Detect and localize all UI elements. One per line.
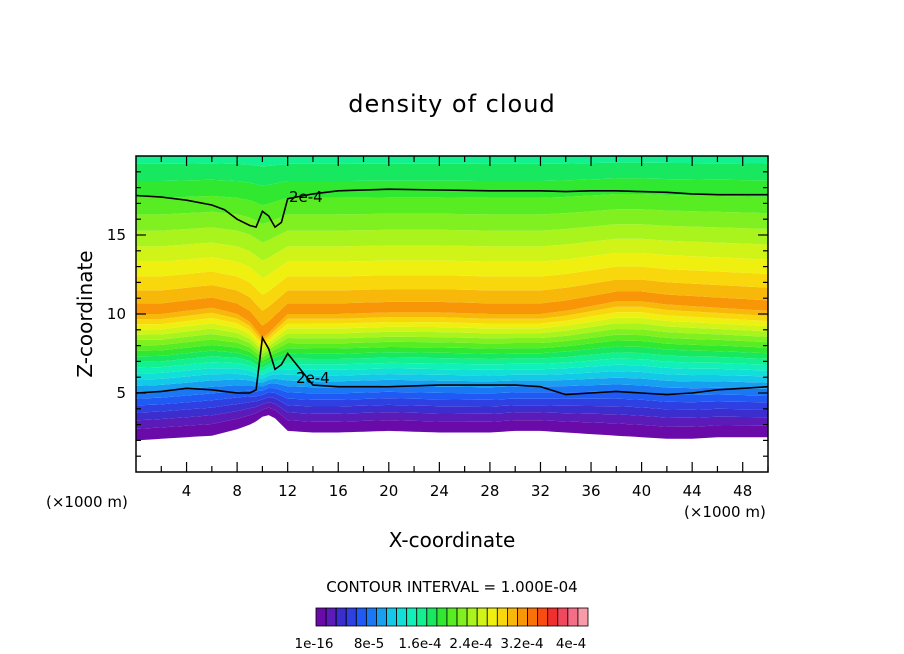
density-band-lower <box>136 346 768 368</box>
y-axis: 5 10 15 <box>107 171 768 457</box>
x-tick-label: 44 <box>683 482 702 500</box>
density-band-lower <box>136 397 768 421</box>
colorbar-swatch <box>315 607 327 627</box>
colorbar-label: 1e-16 <box>295 636 334 652</box>
x-tick-label: 12 <box>278 482 297 500</box>
x-tick-label: 16 <box>329 482 348 500</box>
x-tick-label: 4 <box>182 482 192 500</box>
colorbar-swatch <box>386 607 397 627</box>
colorbar-swatch <box>567 607 579 627</box>
x-unit-left: (×1000 m) <box>46 493 128 511</box>
x-tick-label: 32 <box>531 482 550 500</box>
density-band-upper <box>136 156 768 167</box>
density-band-lower <box>136 402 768 429</box>
density-band-lower <box>136 371 768 386</box>
colorbar-swatch <box>436 607 448 627</box>
x-tick-label: 48 <box>733 482 752 500</box>
chart-title: density of cloud <box>348 90 555 118</box>
density-band-lower <box>136 407 768 441</box>
x-tick-label: 40 <box>632 482 651 500</box>
colorbar-swatch <box>446 607 458 627</box>
y-tick-label: 10 <box>107 305 126 323</box>
colorbar <box>315 607 589 627</box>
contour-interval: CONTOUR INTERVAL = 1.000E-04 <box>326 578 577 596</box>
colorbar-swatch <box>557 607 569 627</box>
contour-line-upper <box>136 188 768 229</box>
colorbar-swatch <box>537 607 549 627</box>
colorbar-swatch <box>577 607 589 627</box>
x-unit-right: (×1000 m) <box>684 503 766 521</box>
contour-label-bottom: 2e-4 <box>296 369 330 387</box>
density-band-upper <box>136 238 768 278</box>
colorbar-label: 4e-4 <box>556 636 586 652</box>
colorbar-swatch <box>517 607 528 627</box>
density-band-upper <box>136 279 768 326</box>
colorbar-labels: 1e-16 8e-5 1.6e-4 2.4e-4 3.2e-4 4e-4 <box>295 636 587 652</box>
colorbar-label: 1.6e-4 <box>398 636 441 652</box>
y-axis-label: Z-coordinate <box>73 250 97 377</box>
density-bands <box>136 156 768 441</box>
colorbar-swatch <box>325 607 337 627</box>
y-tick-label: 5 <box>116 384 126 402</box>
density-band-upper <box>136 194 768 224</box>
x-tick-label: 8 <box>232 482 242 500</box>
colorbar-swatch <box>355 607 367 627</box>
colorbar-swatch <box>466 607 478 627</box>
colorbar-swatch <box>406 607 418 627</box>
density-band-lower <box>136 340 768 365</box>
colorbar-swatch <box>507 607 518 627</box>
density-band-lower <box>136 383 768 399</box>
colorbar-swatch <box>426 607 438 627</box>
colorbar-swatch <box>476 607 488 627</box>
colorbar-swatch <box>496 607 508 627</box>
colorbar-label: 8e-5 <box>354 636 384 652</box>
colorbar-swatch <box>416 607 428 627</box>
density-band-lower <box>136 358 768 375</box>
colorbar-swatch <box>486 607 498 627</box>
density-band-upper <box>136 209 768 243</box>
x-tick-label: 20 <box>379 482 398 500</box>
colorbar-swatch <box>547 607 559 627</box>
plot-area <box>136 156 768 472</box>
density-band-lower <box>136 364 768 380</box>
x-axis-label: X-coordinate <box>389 528 516 552</box>
contour-line-lower <box>136 335 768 396</box>
colorbar-label: 3.2e-4 <box>500 636 543 652</box>
density-band-upper <box>136 266 768 311</box>
density-band-upper <box>136 178 768 206</box>
density-band-lower <box>136 392 768 413</box>
x-axis: 4 8 12 16 20 24 28 32 36 40 44 48 <box>160 156 769 500</box>
colorbar-swatch <box>345 607 357 627</box>
density-band-upper <box>136 224 768 261</box>
colorbar-swatch <box>365 607 377 627</box>
colorbar-swatch <box>527 607 539 627</box>
density-band-lower <box>136 334 768 361</box>
colorbar-swatch <box>396 607 408 627</box>
x-tick-label: 24 <box>430 482 449 500</box>
x-tick-label: 28 <box>480 482 499 500</box>
colorbar-swatch <box>335 607 347 627</box>
y-tick-label: 15 <box>107 226 126 244</box>
contour-label-top: 2e-4 <box>289 188 323 206</box>
density-band-upper <box>136 162 768 186</box>
density-band-upper <box>136 253 768 295</box>
colorbar-swatch <box>376 607 387 627</box>
colorbar-swatch <box>456 607 468 627</box>
x-tick-label: 36 <box>581 482 600 500</box>
density-band-lower <box>136 352 768 372</box>
colorbar-label: 2.4e-4 <box>449 636 492 652</box>
